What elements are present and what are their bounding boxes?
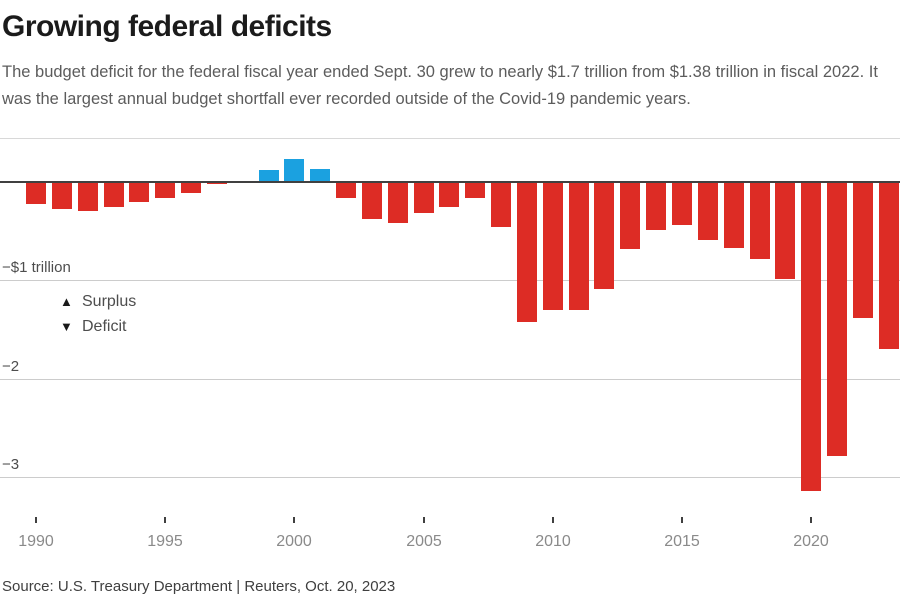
bar-2005 — [414, 182, 434, 213]
y-axis-label--3: −3 — [2, 456, 20, 473]
source-note: Source: U.S. Treasury Department | Reute… — [2, 578, 396, 595]
bar-1990 — [26, 182, 46, 204]
bar-2010 — [543, 182, 563, 310]
bar-2022 — [853, 182, 873, 318]
gridline--2 — [0, 379, 900, 380]
x-axis-label-2020: 2020 — [793, 533, 829, 550]
x-axis-label-2015: 2015 — [664, 533, 700, 550]
plot-top-border — [0, 138, 900, 139]
bar-2008 — [491, 182, 511, 227]
deficit-triangle-icon: ▼ — [60, 319, 73, 334]
bar-2013 — [620, 182, 640, 249]
x-axis-label-1995: 1995 — [147, 533, 183, 550]
x-tick-2020 — [810, 517, 812, 523]
bar-2004 — [388, 182, 408, 223]
bar-1991 — [52, 182, 72, 209]
bar-2016 — [698, 182, 718, 240]
bar-1994 — [129, 182, 149, 202]
bar-2017 — [724, 182, 744, 248]
bar-2020 — [801, 182, 821, 491]
x-tick-2015 — [681, 517, 683, 523]
bar-2012 — [594, 182, 614, 289]
bar-2009 — [517, 182, 537, 322]
x-axis-label-1990: 1990 — [18, 533, 54, 550]
bar-1996 — [181, 182, 201, 193]
bar-1992 — [78, 182, 98, 211]
x-tick-2000 — [293, 517, 295, 523]
surplus-triangle-icon: ▲ — [60, 294, 73, 309]
legend-item-deficit: ▼ Deficit — [60, 314, 136, 339]
bar-2007 — [465, 182, 485, 198]
x-tick-1990 — [35, 517, 37, 523]
bar-2015 — [672, 182, 692, 225]
bar-1993 — [104, 182, 124, 207]
bar-2014 — [646, 182, 666, 230]
bar-1995 — [155, 182, 175, 198]
y-axis-label--2: −2 — [2, 358, 20, 375]
bar-2021 — [827, 182, 847, 456]
legend-item-surplus: ▲ Surplus — [60, 289, 136, 314]
gridline--3 — [0, 477, 900, 478]
bar-2023 — [879, 182, 899, 349]
zero-baseline — [0, 181, 900, 183]
x-axis-label-2010: 2010 — [535, 533, 571, 550]
y-axis-label--1: −$1 trillion — [2, 259, 71, 276]
gridline--1 — [0, 280, 900, 281]
deficit-label: Deficit — [82, 317, 127, 335]
bar-2011 — [569, 182, 589, 310]
chart-subtitle: The budget deficit for the federal fisca… — [2, 63, 878, 108]
bar-2003 — [362, 182, 382, 219]
bar-2019 — [775, 182, 795, 279]
surplus-label: Surplus — [82, 292, 137, 310]
bar-2002 — [336, 182, 356, 198]
bar-2018 — [750, 182, 770, 259]
page-title: Growing federal deficits — [2, 10, 332, 43]
x-axis-label-2000: 2000 — [276, 533, 312, 550]
x-tick-2005 — [423, 517, 425, 523]
x-axis-label-2005: 2005 — [406, 533, 442, 550]
bar-2000 — [284, 159, 304, 182]
x-tick-2010 — [552, 517, 554, 523]
legend: ▲ Surplus ▼ Deficit — [60, 289, 136, 339]
bar-2006 — [439, 182, 459, 207]
bar-2001 — [310, 169, 330, 182]
bar-1999 — [259, 170, 279, 182]
x-tick-1995 — [164, 517, 166, 523]
bar-1997 — [207, 182, 227, 184]
